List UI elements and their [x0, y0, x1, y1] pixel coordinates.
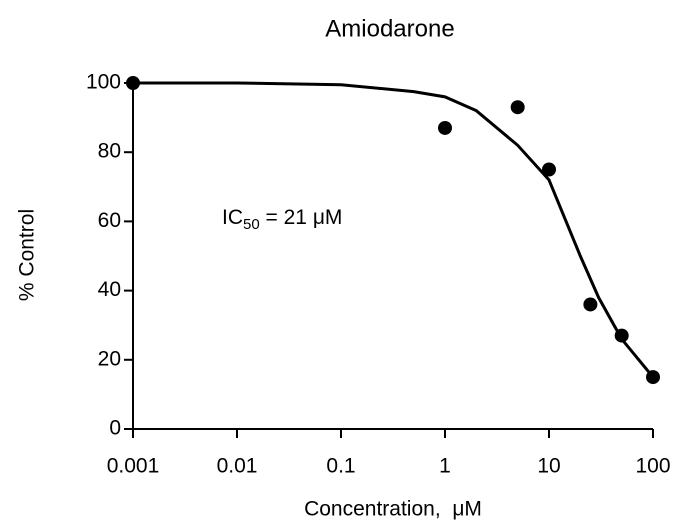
fit-curve [133, 81, 655, 379]
x-tick-label: 100 [635, 455, 670, 478]
y-tick-label: 40 [98, 278, 121, 301]
x-tick-label: 10 [537, 455, 560, 478]
chart-title: Amiodarone [325, 15, 454, 42]
x-tick-label: 1 [439, 455, 451, 478]
y-tick-label: 100 [86, 71, 121, 94]
x-axis-label: Concentration, μM [304, 498, 482, 521]
data-point [438, 120, 452, 135]
y-tick-label: 20 [98, 347, 121, 370]
data-point [510, 100, 525, 115]
data-point [583, 297, 598, 312]
y-tick-label: 80 [98, 140, 121, 163]
annotation-subscript: 50 [243, 216, 260, 233]
x-tick-label: 0.001 [107, 455, 160, 478]
y-tick-label: 60 [98, 209, 121, 232]
annotation: IC50 = 21 μM [222, 206, 342, 233]
annotation-text: IC [222, 206, 243, 229]
y-axis-label: % Control [16, 209, 39, 301]
x-tick-label: 0.01 [217, 455, 258, 478]
y-tick-label: 0 [109, 417, 121, 440]
data-point [542, 162, 556, 177]
annotation-suffix: = 21 μM [260, 206, 343, 229]
x-tick-label: 0.1 [326, 455, 355, 478]
